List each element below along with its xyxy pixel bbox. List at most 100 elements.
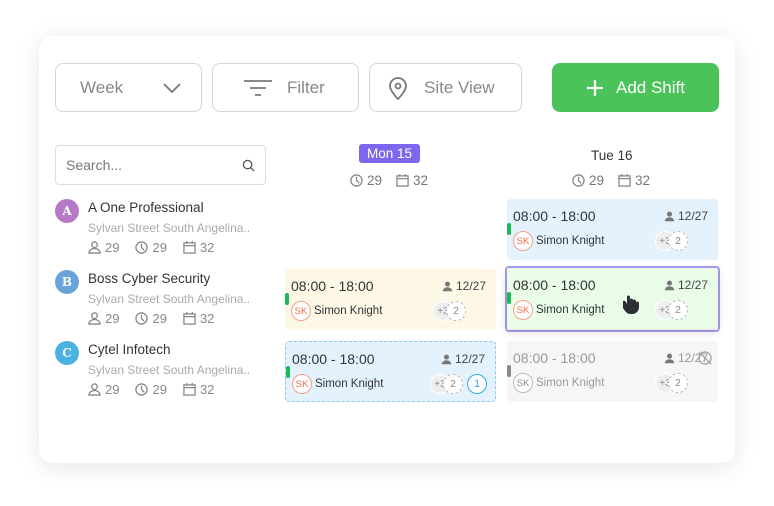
days-count: 32 bbox=[199, 382, 215, 397]
calendar-icon bbox=[396, 174, 409, 187]
avatar: SK bbox=[292, 374, 312, 394]
week-label: Week bbox=[80, 77, 124, 97]
day-header-tue[interactable]: Tue 16 bbox=[591, 148, 633, 163]
week-dropdown[interactable]: Week bbox=[55, 63, 202, 112]
clock-icon bbox=[350, 174, 363, 187]
shift-time: 08:00 - 18:00 bbox=[292, 351, 375, 367]
company-avatar: C bbox=[55, 341, 79, 365]
days-count: 32 bbox=[199, 240, 215, 255]
add-shift-button[interactable]: Add Shift bbox=[552, 63, 719, 112]
assigned-employee[interactable]: SK Simon Knight bbox=[513, 231, 604, 251]
day-stats: 29 32 bbox=[572, 173, 650, 188]
open-slots: 2 bbox=[446, 301, 466, 321]
shift-time: 08:00 - 18:00 bbox=[513, 208, 596, 224]
site-view-label: Site View bbox=[424, 77, 495, 97]
days-count: 32 bbox=[413, 173, 429, 188]
days-count: 32 bbox=[635, 173, 651, 188]
shift-staff-count: 12/27 bbox=[664, 209, 708, 223]
more-employees[interactable]: +3 2 bbox=[655, 231, 688, 251]
shift-card[interactable]: 08:00 - 18:00 12/27 SK Simon Knight +3 2 bbox=[285, 269, 496, 330]
search-field[interactable] bbox=[55, 145, 266, 185]
day-label: Mon 15 bbox=[359, 144, 421, 163]
hours-count: 29 bbox=[367, 173, 383, 188]
unpublished-icon bbox=[698, 351, 712, 365]
more-employees[interactable]: +3 2 bbox=[433, 301, 466, 321]
calendar-icon bbox=[183, 383, 196, 396]
hours-count: 29 bbox=[589, 173, 605, 188]
more-employees[interactable]: +3 2 bbox=[655, 373, 688, 393]
clock-icon bbox=[135, 312, 149, 325]
company-name: Boss Cyber Security bbox=[88, 271, 211, 286]
hours-count: 29 bbox=[152, 240, 167, 255]
grab-hand-icon bbox=[623, 295, 639, 314]
count-text: 12/27 bbox=[455, 279, 486, 293]
more-employees[interactable]: +3 2 bbox=[655, 300, 688, 320]
company-address: Sylvan Street South Angelina.. bbox=[88, 363, 251, 377]
shift-card-unassigned[interactable]: 08:00 - 18:00 12/27 SK Simon Knight +3 2 1 bbox=[285, 341, 496, 402]
staff-count: 29 bbox=[105, 382, 120, 397]
count-text: 12/27 bbox=[677, 278, 708, 292]
open-slots: 2 bbox=[668, 300, 688, 320]
unassigned-badge: 1 bbox=[467, 374, 487, 394]
days-count: 32 bbox=[199, 311, 215, 326]
count-text: 12/27 bbox=[677, 209, 708, 223]
status-bar bbox=[507, 223, 511, 235]
avatar: SK bbox=[291, 301, 311, 321]
company-address: Sylvan Street South Angelina.. bbox=[88, 221, 251, 235]
hours-count: 29 bbox=[152, 311, 167, 326]
clock-icon bbox=[135, 383, 149, 396]
avatar: SK bbox=[513, 373, 533, 393]
shift-card[interactable]: 08:00 - 18:00 12/27 SK Simon Knight +3 2 bbox=[507, 199, 718, 260]
calendar-icon bbox=[618, 174, 631, 187]
calendar-icon bbox=[183, 312, 196, 325]
search-input[interactable] bbox=[66, 157, 216, 173]
company-avatar: A bbox=[55, 199, 79, 223]
company-avatar: B bbox=[55, 270, 79, 294]
chevron-down-icon bbox=[163, 82, 181, 93]
shift-staff-count: 12/27 bbox=[442, 279, 486, 293]
employee-name: Simon Knight bbox=[536, 304, 605, 316]
open-slots: 2 bbox=[668, 231, 688, 251]
staff-count: 29 bbox=[105, 240, 120, 255]
hours-count: 29 bbox=[152, 382, 167, 397]
avatar: SK bbox=[513, 231, 533, 251]
site-view-button[interactable]: Site View bbox=[369, 63, 522, 112]
plus-icon bbox=[587, 79, 603, 96]
status-bar bbox=[507, 292, 511, 304]
user-icon bbox=[664, 280, 675, 290]
add-shift-label: Add Shift bbox=[616, 77, 685, 97]
count-text: 12/27 bbox=[454, 352, 485, 366]
search-icon bbox=[242, 159, 255, 172]
company-name: Cytel Infotech bbox=[88, 342, 171, 357]
assigned-employee[interactable]: SK Simon Knight bbox=[292, 374, 383, 394]
clock-icon bbox=[572, 174, 585, 187]
staff-count: 29 bbox=[105, 311, 120, 326]
shift-staff-count: 12/27 bbox=[441, 352, 485, 366]
open-slots: 2 bbox=[443, 374, 463, 394]
day-header-mon[interactable]: Mon 15 bbox=[359, 144, 421, 163]
assigned-employee[interactable]: SK Simon Knight bbox=[291, 301, 382, 321]
user-icon bbox=[88, 312, 101, 325]
assigned-employee[interactable]: SK Simon Knight bbox=[513, 373, 604, 393]
shift-time: 08:00 - 18:00 bbox=[513, 350, 596, 366]
status-bar bbox=[285, 293, 289, 305]
shift-card-unpublished[interactable]: 08:00 - 18:00 12/27 SK Simon Knight +3 2 bbox=[507, 341, 718, 402]
dragging-shift-card[interactable]: 08:00 - 18:00 12/27 SK Simon Knight +3 2 bbox=[507, 268, 718, 329]
more-employees[interactable]: +3 2 1 bbox=[430, 374, 487, 394]
status-bar bbox=[507, 365, 511, 377]
user-icon bbox=[664, 353, 675, 363]
user-icon bbox=[442, 281, 453, 291]
filter-button[interactable]: Filter bbox=[212, 63, 359, 112]
employee-name: Simon Knight bbox=[315, 378, 384, 390]
day-stats: 29 32 bbox=[350, 173, 428, 188]
calendar-icon bbox=[183, 241, 196, 254]
shift-time: 08:00 - 18:00 bbox=[291, 278, 374, 294]
company-name: A One Professional bbox=[88, 200, 204, 215]
assigned-employee[interactable]: SK Simon Knight bbox=[513, 300, 604, 320]
location-pin-icon bbox=[389, 76, 407, 100]
user-icon bbox=[88, 383, 101, 396]
user-icon bbox=[664, 211, 675, 221]
user-icon bbox=[88, 241, 101, 254]
company-address: Sylvan Street South Angelina.. bbox=[88, 292, 251, 306]
status-bar bbox=[286, 366, 290, 378]
